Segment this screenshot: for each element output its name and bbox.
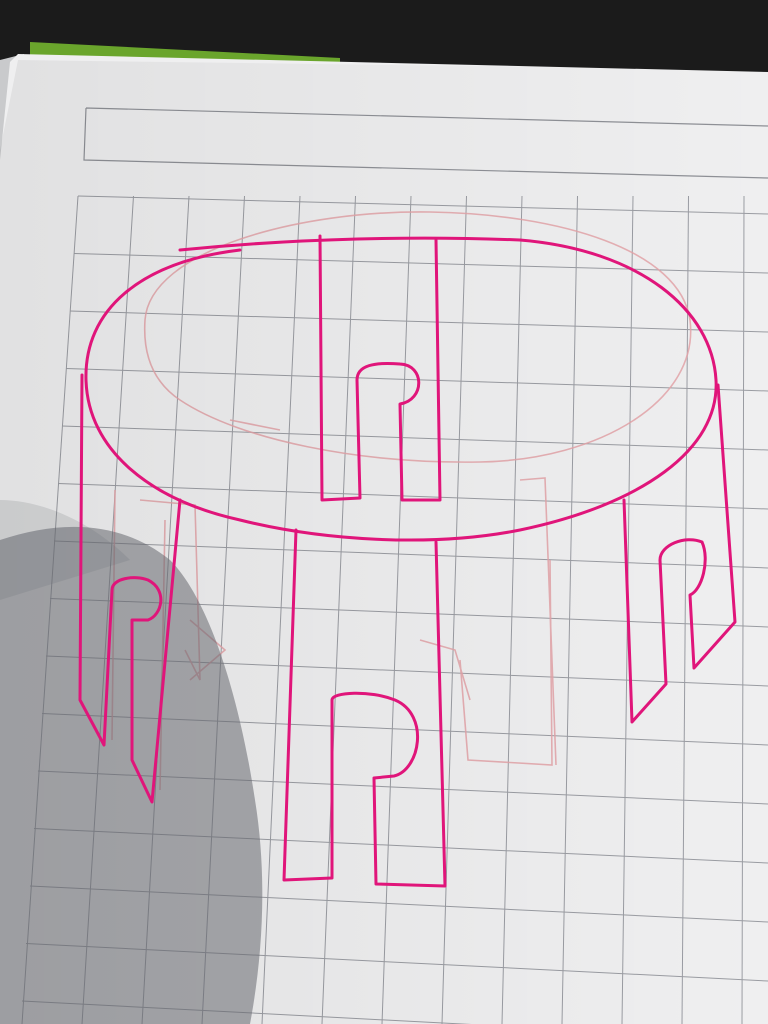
table-top-outline <box>84 236 718 542</box>
table-leg-front <box>282 528 447 888</box>
table-leg-left <box>78 373 182 804</box>
center-cutout <box>318 234 442 502</box>
table-leg-right <box>622 383 737 724</box>
ink-drawing <box>78 234 737 888</box>
